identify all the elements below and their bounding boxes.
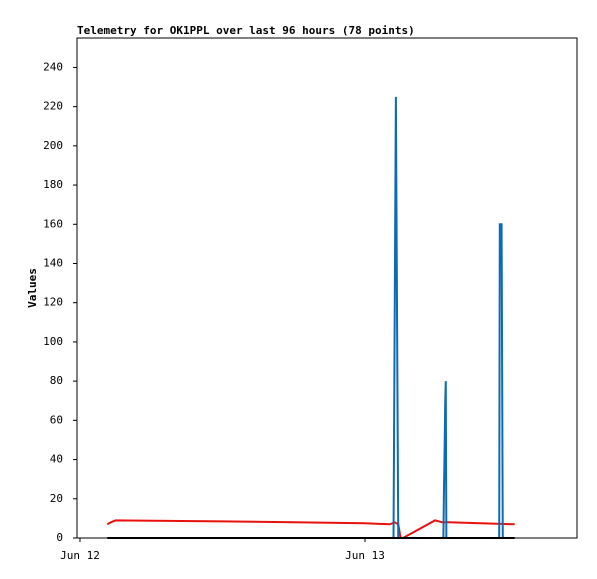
y-tick-label: 100 <box>43 335 63 348</box>
y-tick-label: 0 <box>56 531 63 544</box>
y-tick-label: 200 <box>43 139 63 152</box>
x-tick-label: Jun 13 <box>345 549 385 562</box>
y-tick-label: 20 <box>50 492 63 505</box>
y-tick-label: 160 <box>43 217 63 230</box>
y-tick-label: 60 <box>50 413 63 426</box>
y-tick-label: 140 <box>43 256 63 269</box>
plot-area <box>76 37 578 539</box>
y-tick-label: 220 <box>43 100 63 113</box>
y-tick-label: 80 <box>50 374 63 387</box>
y-tick-label: 180 <box>43 178 63 191</box>
y-axis-label: Values <box>26 268 39 308</box>
y-tick-label: 240 <box>43 60 63 73</box>
y-tick-label: 40 <box>50 453 63 466</box>
y-tick-label: 120 <box>43 296 63 309</box>
series-line <box>107 96 515 539</box>
chart-title: Telemetry for OK1PPL over last 96 hours … <box>77 24 415 37</box>
x-tick-label: Jun 12 <box>60 549 100 562</box>
series-line <box>106 519 515 539</box>
